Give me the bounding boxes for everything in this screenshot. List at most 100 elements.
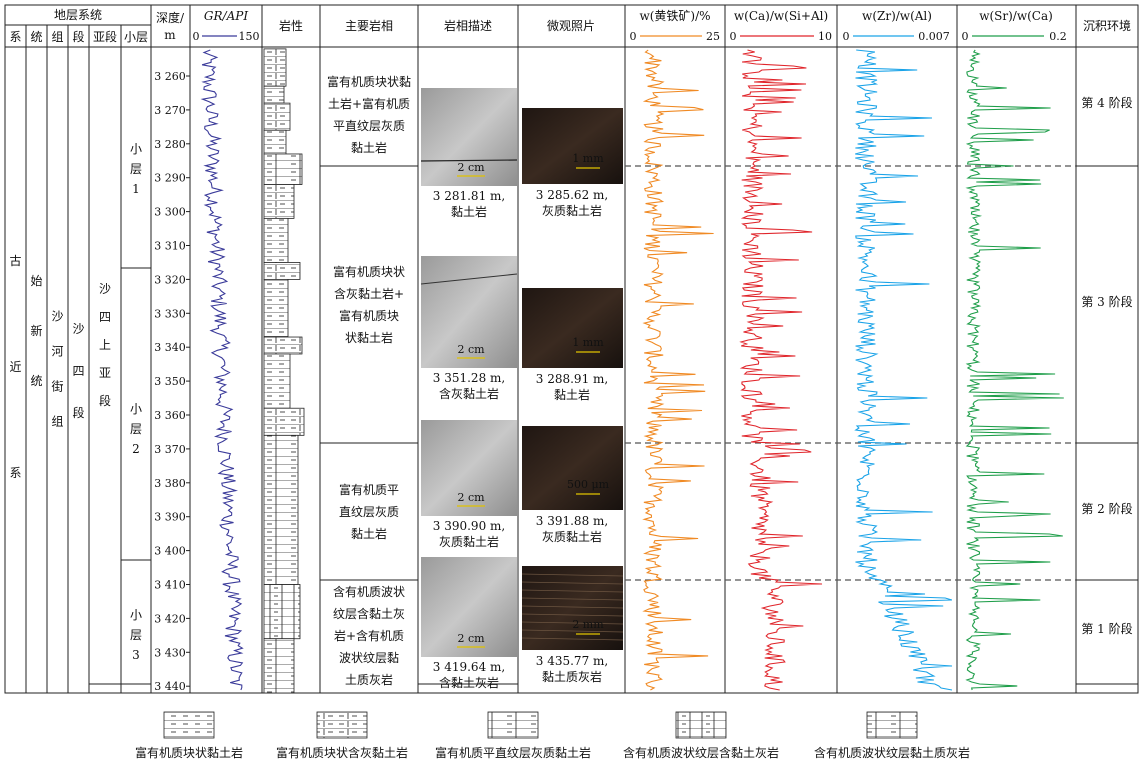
depth-tick-label: 3 280 bbox=[154, 138, 186, 151]
stage-label: 第 3 阶段 bbox=[1081, 294, 1132, 309]
strata-layer2-char: 小 bbox=[130, 402, 142, 416]
core-scale-label: 2 cm bbox=[457, 491, 485, 504]
depth-tick-label: 3 340 bbox=[154, 341, 186, 354]
depth-tick-label: 3 310 bbox=[154, 240, 186, 253]
facies-label-line: 直纹层灰质 bbox=[339, 505, 399, 519]
core-caption-lithology: 含灰黏土岩 bbox=[439, 386, 499, 401]
lithology-band bbox=[263, 353, 291, 409]
legend-label: 含有机质波状纹层黏土质灰岩 bbox=[814, 745, 970, 760]
micro-caption-lithology: 黏土岩 bbox=[554, 387, 590, 402]
strata-system-char: 近 bbox=[9, 360, 21, 374]
header-zr-title: w(Zr)/w(Al) bbox=[862, 9, 932, 23]
depth-axis: 3 260 3 270 3 280 3 290 3 300 3 310 3 320 3 330… bbox=[154, 70, 190, 693]
header-col-system: 系 bbox=[9, 30, 21, 44]
strata-layer1-char: 1 bbox=[132, 182, 140, 196]
stage-boundary-lines bbox=[625, 165, 1076, 581]
header-ca-title: w(Ca)/w(Si+Al) bbox=[734, 9, 828, 23]
micro-caption-depth: 3 285.62 m, bbox=[536, 188, 608, 202]
lithology-band bbox=[263, 638, 295, 694]
facies-label-line: 黏土岩 bbox=[351, 526, 387, 541]
micro-scale-label: 1 mm bbox=[572, 152, 604, 165]
legend-swatch bbox=[675, 711, 727, 739]
depth-tick-label: 3 260 bbox=[154, 70, 186, 83]
core-scale-label: 2 cm bbox=[457, 632, 485, 645]
lithology-band bbox=[263, 278, 289, 338]
depth-tick-label: 3 390 bbox=[154, 511, 186, 524]
header-ca-min: 0 bbox=[730, 30, 737, 43]
micro-scale-label: 1 mm bbox=[572, 336, 604, 349]
header-gr-min: 0 bbox=[193, 30, 200, 43]
strata-formation-char: 组 bbox=[51, 415, 63, 429]
core-photo bbox=[421, 256, 517, 368]
header-col-member: 段 bbox=[72, 29, 84, 44]
zr-curve bbox=[854, 49, 953, 691]
facies-label-line: 纹层含黏土灰 bbox=[333, 606, 405, 621]
strata-series-char: 始 bbox=[30, 274, 42, 288]
facies-label-line: 土质灰岩 bbox=[345, 672, 393, 687]
micro-caption-lithology: 黏土质灰岩 bbox=[542, 669, 602, 684]
lithology-band bbox=[263, 102, 291, 131]
facies-label-line: 富有机质块 bbox=[339, 308, 399, 323]
strata-layer1-char: 小 bbox=[130, 142, 142, 156]
facies-label-line: 平直纹层灰质 bbox=[333, 119, 405, 133]
header-col-series: 统 bbox=[30, 30, 42, 44]
legend-label: 富有机质块状黏土岩 bbox=[135, 745, 243, 760]
table-grid bbox=[4, 4, 1139, 694]
facies-label-line: 岩+含有机质 bbox=[334, 628, 404, 643]
lithology-band bbox=[263, 129, 287, 155]
lithology-column bbox=[263, 48, 305, 694]
depth-tick-label: 3 420 bbox=[154, 612, 186, 625]
core-photo bbox=[421, 557, 517, 657]
core-caption-depth: 3 419.64 m, bbox=[433, 660, 505, 674]
header-depth-2: m bbox=[164, 28, 176, 42]
facies-label-line: 富有机质块状 bbox=[333, 264, 405, 279]
core-caption-lithology: 含黏土灰岩 bbox=[439, 675, 499, 690]
lithology-band bbox=[263, 434, 299, 585]
header-zr-min: 0 bbox=[843, 30, 850, 43]
micro-caption-depth: 3 288.91 m, bbox=[536, 372, 608, 386]
core-photo bbox=[421, 420, 517, 516]
depth-tick-label: 3 320 bbox=[154, 273, 186, 286]
facies-labels: 富有机质块状黏土岩+富有机质平直纹层灰质黏土岩富有机质块状含灰黏土岩+富有机质块… bbox=[327, 74, 411, 687]
header-pyrite-min: 0 bbox=[630, 30, 637, 43]
strata-series-char: 新 bbox=[30, 323, 42, 338]
depth-tick-label: 3 430 bbox=[154, 646, 186, 659]
stage-label: 第 2 阶段 bbox=[1081, 501, 1132, 516]
legend-label: 含有机质波状纹层含黏土灰岩 bbox=[623, 745, 779, 760]
legend-label: 富有机质平直纹层灰质黏土岩 bbox=[435, 745, 591, 760]
depth-tick-label: 3 370 bbox=[154, 443, 186, 456]
legend-swatch bbox=[163, 711, 215, 739]
strata-member-char: 四 bbox=[72, 364, 84, 378]
sr-curve bbox=[965, 49, 1064, 691]
depth-tick-label: 3 300 bbox=[154, 206, 186, 219]
lithology-band bbox=[263, 262, 301, 280]
header-sr-title: w(Sr)/w(Ca) bbox=[979, 9, 1053, 23]
header-col-formation: 组 bbox=[51, 30, 63, 44]
strata-submember-char: 上 bbox=[99, 338, 111, 352]
strata-submember-char: 沙 bbox=[99, 282, 111, 296]
lithology-band bbox=[263, 184, 295, 219]
lithology-band bbox=[263, 336, 303, 355]
micro-photo bbox=[522, 108, 623, 184]
strata-submember-char: 段 bbox=[99, 393, 111, 408]
strata-member-char: 沙 bbox=[72, 322, 84, 336]
header-col-submember: 亚段 bbox=[93, 29, 117, 44]
strata-submember-char: 亚 bbox=[99, 366, 111, 380]
depth-tick-label: 3 360 bbox=[154, 409, 186, 422]
facies-label-line: 含灰黏土岩+ bbox=[334, 286, 404, 301]
legend-label: 富有机质块状含灰黏土岩 bbox=[276, 745, 408, 760]
micro-caption-depth: 3 435.77 m, bbox=[536, 654, 608, 668]
facies-label-line: 土岩+富有机质 bbox=[328, 96, 410, 111]
header-gr-max: 150 bbox=[239, 30, 260, 43]
micro-caption-lithology: 灰质黏土岩 bbox=[542, 203, 602, 218]
depth-tick-label: 3 410 bbox=[154, 579, 186, 592]
strata-formation-char: 沙 bbox=[51, 310, 63, 324]
header-pyrite-title: w(黄铁矿)/% bbox=[639, 9, 710, 23]
header-zr-max: 0.007 bbox=[918, 30, 950, 43]
strata-formation-char: 河 bbox=[51, 345, 63, 359]
header-description: 岩相描述 bbox=[444, 18, 492, 33]
header-sr-min: 0 bbox=[962, 30, 969, 43]
core-caption-depth: 3 351.28 m, bbox=[433, 371, 505, 385]
core-caption-lithology: 灰质黏土岩 bbox=[439, 534, 499, 549]
